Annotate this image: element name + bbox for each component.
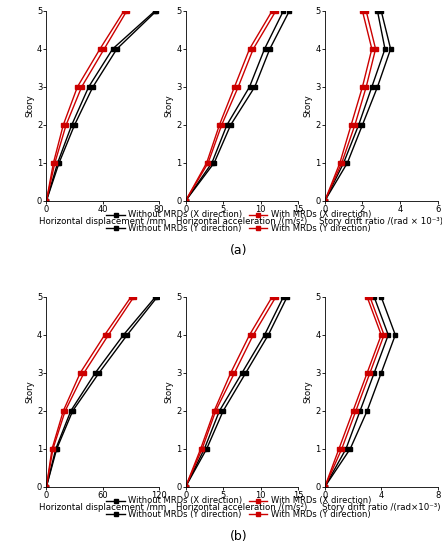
Y-axis label: Story: Story bbox=[25, 381, 34, 403]
Y-axis label: Story: Story bbox=[304, 381, 312, 403]
Legend: Without MRDs (X direction), Without MRDs (Y direction), With MRDs (X direction),: Without MRDs (X direction), Without MRDs… bbox=[107, 497, 371, 519]
Y-axis label: Story: Story bbox=[164, 381, 173, 403]
Y-axis label: Story: Story bbox=[25, 95, 34, 117]
X-axis label: Horizontal acceleration /(m/s²): Horizontal acceleration /(m/s²) bbox=[176, 217, 308, 226]
X-axis label: Horizontal displacement /mm: Horizontal displacement /mm bbox=[39, 217, 166, 226]
X-axis label: Story drift ratio /(rad×10⁻³): Story drift ratio /(rad×10⁻³) bbox=[322, 503, 441, 512]
Y-axis label: Story: Story bbox=[304, 95, 312, 117]
X-axis label: Horizontal acceleration /(m/s²): Horizontal acceleration /(m/s²) bbox=[176, 503, 308, 512]
X-axis label: Story drift ratio /(rad × 10⁻³): Story drift ratio /(rad × 10⁻³) bbox=[319, 217, 442, 226]
Text: (a): (a) bbox=[230, 244, 248, 257]
X-axis label: Horizontal displacement /mm: Horizontal displacement /mm bbox=[39, 503, 166, 512]
Text: (b): (b) bbox=[230, 530, 248, 543]
Legend: Without MRDs (X direction), Without MRDs (Y direction), With MRDs (X direction),: Without MRDs (X direction), Without MRDs… bbox=[107, 211, 371, 233]
Y-axis label: Story: Story bbox=[164, 95, 173, 117]
